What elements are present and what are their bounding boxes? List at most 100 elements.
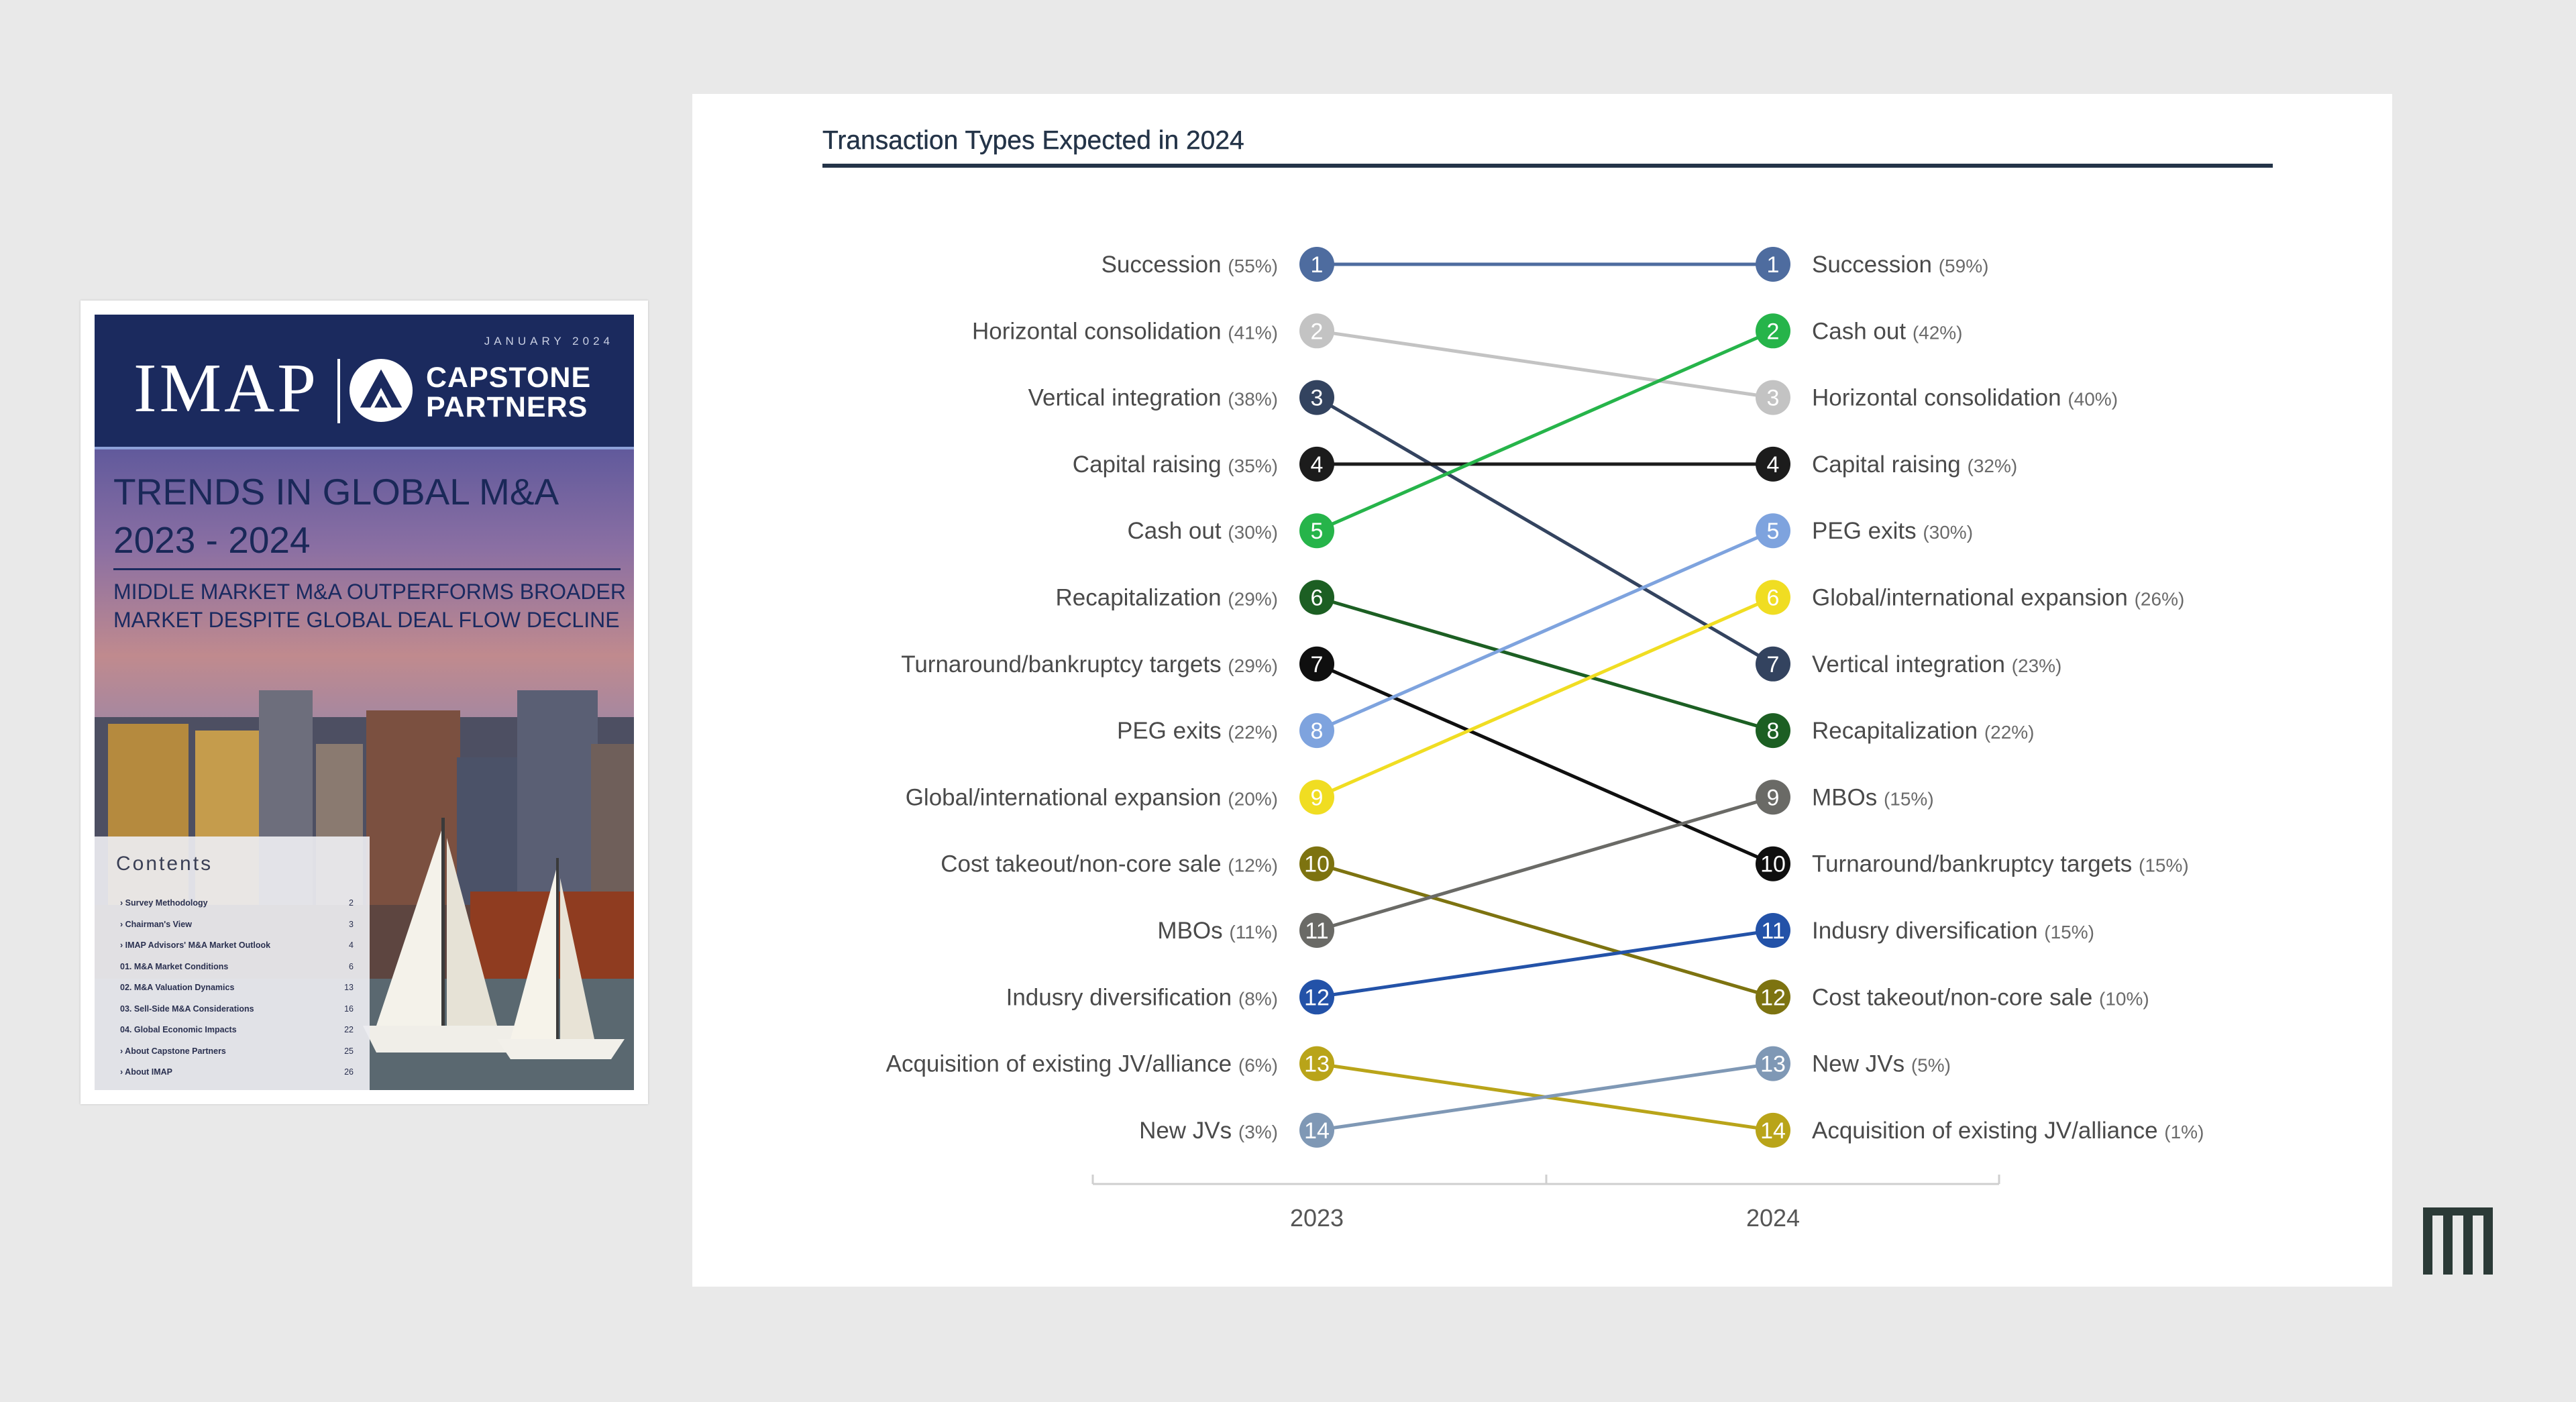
rank-number-2024: 11: [1761, 918, 1784, 944]
toc-item-title: › IMAP Advisors' M&A Market Outlook: [120, 940, 271, 950]
category-name: Succession: [1102, 252, 1228, 278]
category-percent: (10%): [2099, 988, 2149, 1009]
rank-number-2024: 6: [1767, 586, 1780, 611]
toc-item-title: › Survey Methodology: [120, 898, 208, 908]
rank-marker-2023: [1299, 646, 1334, 682]
toc-item-page: 13: [344, 983, 354, 992]
rank-number-2023: 2: [1311, 319, 1324, 344]
category-label-2024: Turnaround/bankruptcy targets (15%): [1812, 851, 2189, 877]
cover-header: JANUARY 2024 IMAP CAPSTONE PARTNERS: [95, 315, 634, 449]
category-name: Indusry diversification: [1006, 984, 1238, 1010]
toc-item[interactable]: › About IMAP 26: [120, 1062, 354, 1083]
category-name: New JVs: [1139, 1118, 1238, 1144]
category-name: Cash out: [1812, 318, 1913, 344]
slope-line: [1316, 662, 1774, 865]
category-percent: (3%): [1238, 1122, 1278, 1142]
chart-panel: Transaction Types Expected in 2024 1 Succ…: [692, 94, 2392, 1287]
category-name: Turnaround/bankruptcy targets: [901, 651, 1228, 678]
rank-number-2023: 10: [1304, 852, 1330, 877]
capstone-logo-line-2: PARTNERS: [426, 391, 588, 423]
cover-subtitle: MIDDLE MARKET M&A OUTPERFORMS BROADER MA…: [113, 578, 630, 634]
category-percent: (30%): [1923, 522, 1973, 543]
rank-marker-2024: [1756, 979, 1790, 1015]
category-percent: (11%): [1229, 922, 1278, 942]
rank-number-2023: 5: [1311, 519, 1324, 544]
category-label-2024: MBOs (15%): [1812, 784, 1934, 810]
toc-item-page: 3: [349, 919, 354, 929]
category-name: Acquisition of existing JV/alliance: [886, 1051, 1238, 1077]
category-percent: (22%): [1984, 722, 2035, 743]
cover-date: JANUARY 2024: [484, 335, 614, 347]
rank-marker-2023: [1299, 979, 1334, 1015]
report-cover[interactable]: JANUARY 2024 IMAP CAPSTONE PARTNERS TREN…: [80, 301, 648, 1104]
category-name: Indusry diversification: [1812, 918, 2044, 944]
category-label-2023: New JVs (3%): [1139, 1118, 1278, 1144]
rank-number-2024: 3: [1767, 386, 1780, 411]
category-label-2024: Acquisition of existing JV/alliance (1%): [1812, 1118, 2204, 1144]
toc-item-page: 26: [344, 1067, 354, 1077]
rank-marker-2024: [1756, 580, 1790, 615]
toc-item-page: 4: [349, 940, 354, 950]
slope-line: [1316, 928, 1774, 999]
toc-item[interactable]: 01. M&A Market Conditions 6: [120, 957, 354, 978]
category-percent: (15%): [2044, 922, 2094, 942]
category-percent: (15%): [2139, 855, 2189, 876]
logo-divider: [337, 359, 340, 423]
category-percent: (5%): [1911, 1055, 1951, 1076]
rank-marker-2023: [1299, 913, 1334, 948]
rank-number-2023: 4: [1311, 452, 1324, 478]
x-axis-label: 2024: [1746, 1204, 1800, 1232]
slope-line: [1316, 796, 1774, 932]
rank-marker-2024: [1756, 513, 1790, 549]
rank-number-2023: 8: [1311, 718, 1324, 744]
toc-item[interactable]: 02. M&A Valuation Dynamics 13: [120, 977, 354, 999]
category-name: MBOs: [1157, 918, 1229, 944]
rank-number-2024: 7: [1767, 652, 1780, 678]
cover-page: JANUARY 2024 IMAP CAPSTONE PARTNERS TREN…: [95, 315, 634, 1090]
rank-marker-2024: [1756, 713, 1790, 749]
title-rule: [113, 568, 621, 570]
category-name: Horizontal consolidation: [1812, 385, 2068, 411]
slope-chart: 1 Succession (55%) 1 Succession (59%) 2 Horiz…: [886, 247, 2204, 1232]
category-name: Recapitalization: [1812, 718, 1984, 744]
category-label-2024: Cost takeout/non-core sale (10%): [1812, 984, 2149, 1010]
category-label-2024: PEG exits (30%): [1812, 518, 1973, 544]
toc-item-page: 6: [349, 961, 354, 971]
rank-number-2023: 1: [1311, 252, 1324, 278]
rank-marker-2024: [1756, 380, 1790, 415]
rank-marker-2023: [1299, 1046, 1334, 1081]
rank-marker-2023: [1299, 713, 1334, 749]
category-label-2023: Cash out (30%): [1127, 518, 1278, 544]
category-label-2024: Vertical integration (23%): [1812, 651, 2061, 678]
category-percent: (8%): [1238, 988, 1278, 1009]
toc-item[interactable]: 03. Sell-Side M&A Considerations 16: [120, 999, 354, 1020]
toc-item-title: 03. Sell-Side M&A Considerations: [120, 1004, 254, 1014]
category-label-2023: Global/international expansion (20%): [906, 784, 1278, 810]
category-label-2023: Cost takeout/non-core sale (12%): [941, 851, 1278, 877]
rank-marker-2024: [1756, 846, 1790, 881]
rank-number-2023: 7: [1311, 652, 1324, 678]
chart-title-rule: [822, 164, 2273, 168]
rank-number-2023: 11: [1305, 918, 1328, 944]
category-name: Vertical integration: [1028, 385, 1228, 411]
toc-item[interactable]: › About Capstone Partners 25: [120, 1041, 354, 1063]
category-name: Acquisition of existing JV/alliance: [1812, 1118, 2164, 1144]
category-percent: (30%): [1228, 522, 1278, 543]
toc-item-title: 02. M&A Valuation Dynamics: [120, 983, 235, 992]
toc-item[interactable]: › Chairman's View 3: [120, 914, 354, 936]
slope-line: [1316, 529, 1774, 733]
header-underline: [95, 447, 634, 449]
rank-number-2024: 10: [1760, 852, 1786, 877]
category-percent: (35%): [1228, 455, 1278, 476]
toc-item-title: › About Capstone Partners: [120, 1046, 226, 1056]
toc-item[interactable]: 04. Global Economic Impacts 22: [120, 1020, 354, 1041]
toc-item[interactable]: › Survey Methodology 2: [120, 893, 354, 914]
slope-line: [1316, 596, 1774, 799]
rank-marker-2024: [1756, 313, 1790, 349]
toc-item-title: 01. M&A Market Conditions: [120, 961, 229, 971]
category-name: Turnaround/bankruptcy targets: [1812, 851, 2139, 877]
toc-item[interactable]: › IMAP Advisors' M&A Market Outlook 4: [120, 935, 354, 957]
rank-number-2023: 9: [1311, 785, 1324, 810]
imap-logo-text: IMAP: [133, 349, 319, 427]
category-percent: (22%): [1228, 722, 1278, 743]
